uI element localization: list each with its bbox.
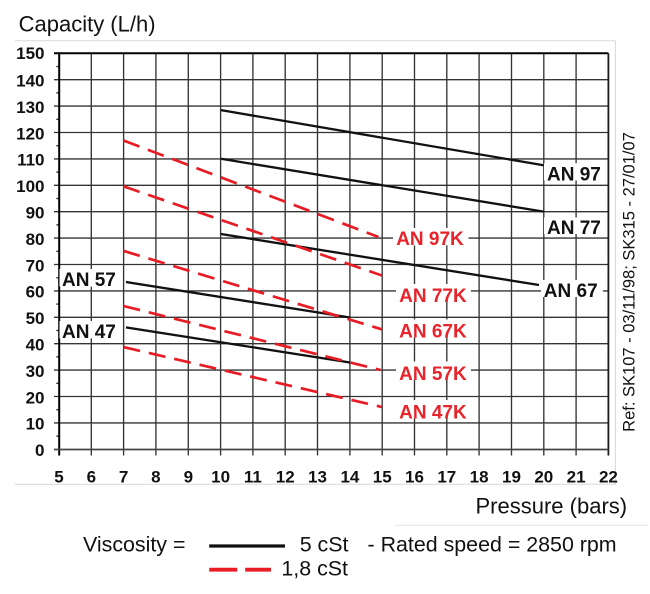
svg-text:1,8 cSt: 1,8 cSt	[281, 557, 348, 581]
svg-text:15: 15	[373, 468, 392, 487]
svg-text:140: 140	[16, 72, 44, 91]
svg-text:AN 47: AN 47	[62, 322, 116, 343]
svg-text:5 cSt: 5 cSt	[300, 533, 349, 557]
svg-text:7: 7	[119, 468, 128, 487]
svg-text:120: 120	[16, 124, 44, 143]
svg-text:22: 22	[599, 468, 618, 487]
svg-text:AN 97: AN 97	[547, 164, 601, 185]
svg-text:12: 12	[276, 468, 295, 487]
svg-text:Ref: SK107 - 03/11/98; SK315 -: Ref: SK107 - 03/11/98; SK315 - 27/01/07	[621, 132, 639, 432]
svg-text:AN 77: AN 77	[547, 218, 601, 239]
svg-text:70: 70	[26, 256, 45, 275]
svg-text:14: 14	[340, 468, 359, 487]
svg-text:80: 80	[26, 230, 45, 249]
svg-text:8: 8	[151, 468, 160, 487]
svg-text:AN 47K: AN 47K	[399, 403, 467, 424]
svg-text:AN 67K: AN 67K	[399, 322, 467, 343]
svg-text:30: 30	[26, 362, 45, 381]
svg-text:AN 57K: AN 57K	[399, 364, 467, 385]
svg-text:6: 6	[87, 468, 96, 487]
svg-text:AN 77K: AN 77K	[399, 286, 467, 307]
svg-text:100: 100	[16, 177, 44, 196]
svg-text:16: 16	[405, 468, 424, 487]
svg-text:13: 13	[308, 468, 327, 487]
svg-text:AN 97K: AN 97K	[396, 229, 464, 250]
svg-text:- Rated speed = 2850 rpm: - Rated speed = 2850 rpm	[368, 533, 617, 557]
svg-text:Capacity (L/h): Capacity (L/h)	[19, 12, 156, 37]
svg-text:10: 10	[26, 415, 45, 434]
svg-text:130: 130	[16, 98, 44, 117]
svg-text:AN 57: AN 57	[62, 270, 116, 291]
svg-text:5: 5	[54, 468, 63, 487]
svg-text:60: 60	[26, 283, 45, 302]
svg-text:18: 18	[470, 468, 489, 487]
svg-text:Pressure (bars): Pressure (bars)	[476, 494, 628, 519]
svg-text:110: 110	[17, 151, 44, 170]
svg-text:150: 150	[16, 44, 44, 63]
svg-text:17: 17	[437, 468, 456, 487]
svg-text:Viscosity =: Viscosity =	[83, 533, 185, 557]
svg-text:21: 21	[567, 468, 586, 487]
svg-text:90: 90	[26, 204, 45, 223]
svg-text:50: 50	[26, 309, 45, 328]
svg-text:11: 11	[244, 468, 262, 487]
svg-text:9: 9	[184, 468, 193, 487]
svg-text:0: 0	[35, 441, 44, 460]
svg-text:20: 20	[26, 388, 45, 407]
svg-text:40: 40	[26, 336, 45, 355]
svg-text:AN 67: AN 67	[544, 281, 598, 302]
svg-text:19: 19	[502, 468, 521, 487]
svg-text:20: 20	[534, 468, 553, 487]
svg-text:10: 10	[211, 468, 230, 487]
